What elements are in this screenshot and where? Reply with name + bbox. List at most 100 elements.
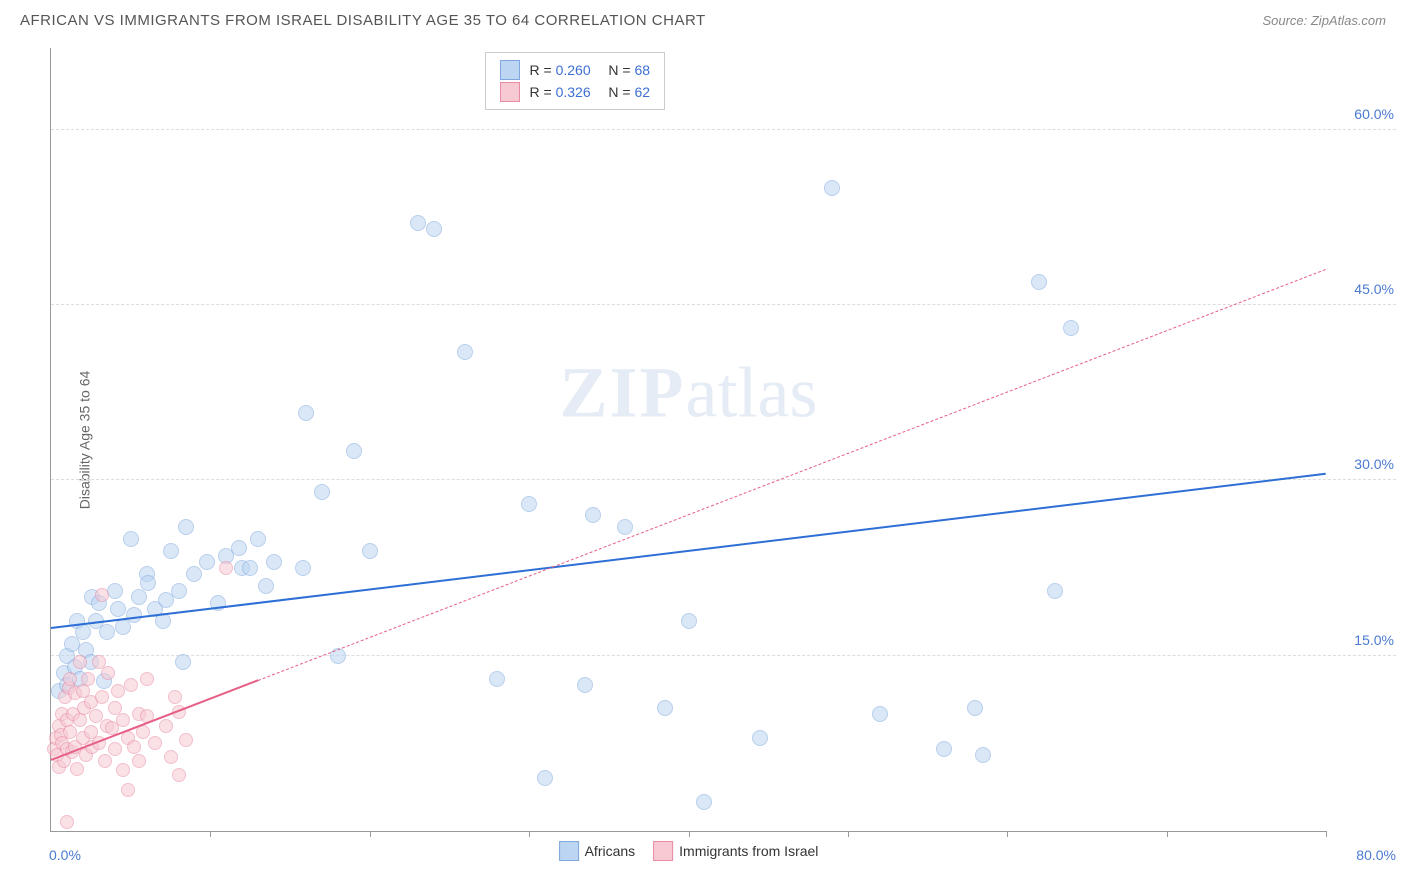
x-axis-min-label: 0.0% (49, 847, 81, 863)
data-point (521, 496, 537, 512)
data-point (164, 750, 178, 764)
data-point (1047, 583, 1063, 599)
data-point (314, 484, 330, 500)
swatch-africans (559, 841, 579, 861)
data-point (1031, 274, 1047, 290)
data-point (127, 740, 141, 754)
data-point (231, 540, 247, 556)
watermark: ZIPatlas (560, 351, 818, 434)
data-point (186, 566, 202, 582)
data-point (410, 215, 426, 231)
data-point (95, 588, 109, 602)
data-point (258, 578, 274, 594)
data-point (158, 592, 174, 608)
correlation-legend: R = 0.260 N = 68 R = 0.326 N = 62 (485, 52, 666, 110)
legend-item-africans: Africans (559, 841, 636, 861)
data-point (123, 531, 139, 547)
data-point (73, 655, 87, 669)
data-point (70, 762, 84, 776)
data-point (140, 575, 156, 591)
data-point (752, 730, 768, 746)
chart-title: AFRICAN VS IMMIGRANTS FROM ISRAEL DISABI… (20, 12, 706, 29)
data-point (975, 747, 991, 763)
data-point (98, 754, 112, 768)
data-point (163, 543, 179, 559)
data-point (298, 405, 314, 421)
data-point (362, 543, 378, 559)
y-tick-label: 15.0% (1354, 632, 1394, 648)
data-point (175, 654, 191, 670)
data-point (585, 507, 601, 523)
data-point (107, 583, 123, 599)
data-point (617, 519, 633, 535)
data-point (159, 719, 173, 733)
x-axis-max-label: 80.0% (1356, 847, 1396, 863)
source-attribution: Source: ZipAtlas.com (1262, 13, 1386, 28)
data-point (696, 794, 712, 810)
data-point (140, 672, 154, 686)
data-point (489, 671, 505, 687)
data-point (99, 624, 115, 640)
data-point (179, 733, 193, 747)
data-point (577, 677, 593, 693)
data-point (116, 763, 130, 777)
data-point (936, 741, 952, 757)
data-point (178, 519, 194, 535)
x-tick (848, 831, 849, 837)
swatch-israel (653, 841, 673, 861)
x-tick (689, 831, 690, 837)
x-tick (529, 831, 530, 837)
data-point (126, 607, 142, 623)
trend-line (258, 269, 1326, 681)
x-tick (1007, 831, 1008, 837)
data-point (1063, 320, 1079, 336)
data-point (95, 690, 109, 704)
x-tick (1167, 831, 1168, 837)
data-point (108, 742, 122, 756)
data-point (172, 768, 186, 782)
y-tick-label: 45.0% (1354, 281, 1394, 297)
scatter-chart: ZIPatlas Disability Age 35 to 64 R = 0.2… (50, 48, 1326, 832)
data-point (426, 221, 442, 237)
grid-line (51, 304, 1396, 305)
data-point (872, 706, 888, 722)
data-point (824, 180, 840, 196)
data-point (124, 678, 138, 692)
data-point (266, 554, 282, 570)
data-point (116, 713, 130, 727)
data-point (110, 601, 126, 617)
grid-line (51, 129, 1396, 130)
data-point (967, 700, 983, 716)
data-point (81, 672, 95, 686)
data-point (131, 589, 147, 605)
data-point (219, 561, 233, 575)
data-point (63, 672, 77, 686)
data-point (242, 560, 258, 576)
data-point (60, 815, 74, 829)
data-point (148, 736, 162, 750)
legend-item-israel: Immigrants from Israel (653, 841, 818, 861)
data-point (295, 560, 311, 576)
swatch-africans (500, 60, 520, 80)
header: AFRICAN VS IMMIGRANTS FROM ISRAEL DISABI… (0, 0, 1406, 37)
data-point (681, 613, 697, 629)
x-tick (210, 831, 211, 837)
swatch-israel (500, 82, 520, 102)
data-point (75, 624, 91, 640)
y-axis-title: Disability Age 35 to 64 (76, 370, 92, 509)
series-legend: Africans Immigrants from Israel (559, 841, 819, 861)
data-point (199, 554, 215, 570)
data-point (657, 700, 673, 716)
grid-line (51, 479, 1396, 480)
data-point (168, 690, 182, 704)
legend-row-israel: R = 0.326 N = 62 (500, 81, 651, 103)
grid-line (51, 655, 1396, 656)
y-tick-label: 30.0% (1354, 456, 1394, 472)
y-tick-label: 60.0% (1354, 106, 1394, 122)
legend-row-africans: R = 0.260 N = 68 (500, 59, 651, 81)
data-point (121, 783, 135, 797)
x-tick (370, 831, 371, 837)
data-point (457, 344, 473, 360)
x-tick (1326, 831, 1327, 837)
data-point (537, 770, 553, 786)
